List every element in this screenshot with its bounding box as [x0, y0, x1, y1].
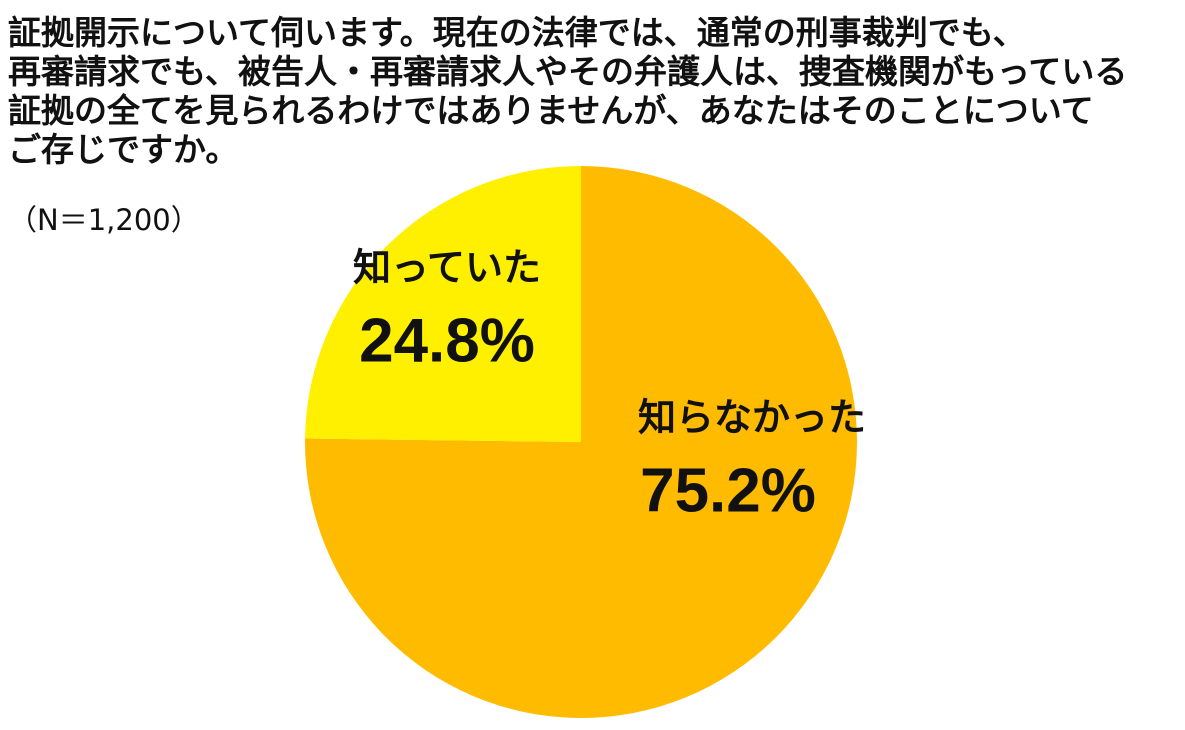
title-line: 証拠の全てを見られるわけではありませんが、あなたはそのことについて [8, 91, 1094, 130]
pie-slice [305, 166, 581, 442]
subtitle: （N＝1,200） [8, 203, 200, 237]
value-label: 24.8% [359, 306, 535, 375]
title-line: 証拠開示について伺います。現在の法律では、通常の刑事裁判でも、 [8, 13, 1026, 52]
value-label: 75.2% [640, 456, 816, 525]
title-line: ご存じですか。 [8, 130, 238, 169]
slice-label: 知らなかった [638, 396, 866, 440]
slice-label: 知っていた [353, 246, 541, 290]
title-line: 再審請求でも、被告人・再審請求人やその弁護人は、捜査機関がもっている [8, 52, 1127, 91]
pie [304, 166, 857, 718]
